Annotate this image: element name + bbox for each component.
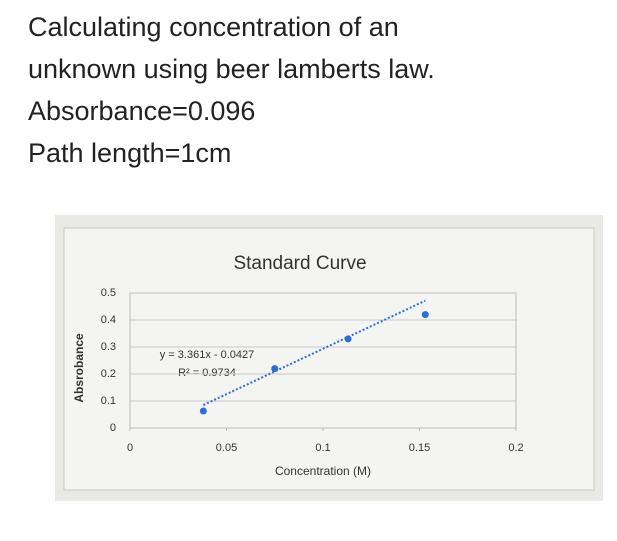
trendline (202, 299, 426, 406)
x-tick-label: 0.1 (315, 442, 330, 454)
x-axis-label: Concentration (M) (275, 464, 371, 478)
data-point (271, 365, 279, 373)
data-point (344, 335, 352, 343)
question-line: unknown using beer lamberts law. (28, 54, 435, 84)
chart-title: Standard Curve (233, 253, 366, 274)
y-tick-label: 0.5 (101, 287, 116, 299)
y-tick-label: 0.1 (101, 395, 116, 407)
question-line: Absorbance=0.096 (28, 96, 256, 126)
trendline-equation: y = 3.361x - 0.0427 (160, 349, 254, 361)
chart-area (63, 227, 595, 491)
x-tick-label: 0.2 (508, 442, 523, 454)
data-point (421, 311, 429, 319)
y-tick-label: 0.3 (101, 341, 116, 353)
trendline-r2: R² = 0.9734 (178, 367, 236, 379)
x-tick-label: 0.15 (409, 442, 430, 454)
y-tick-label: 0.4 (101, 314, 116, 326)
y-tick-label: 0.2 (101, 368, 116, 380)
question-line: Path length=1cm (28, 138, 232, 168)
x-tick-label: 0.05 (216, 442, 237, 454)
y-axis-label: Absrobance (72, 333, 86, 403)
data-point (199, 407, 207, 415)
x-tick-label: 0 (127, 442, 133, 454)
question-line: Calculating concentration of an (28, 12, 399, 42)
y-tick-label: 0 (110, 422, 116, 434)
